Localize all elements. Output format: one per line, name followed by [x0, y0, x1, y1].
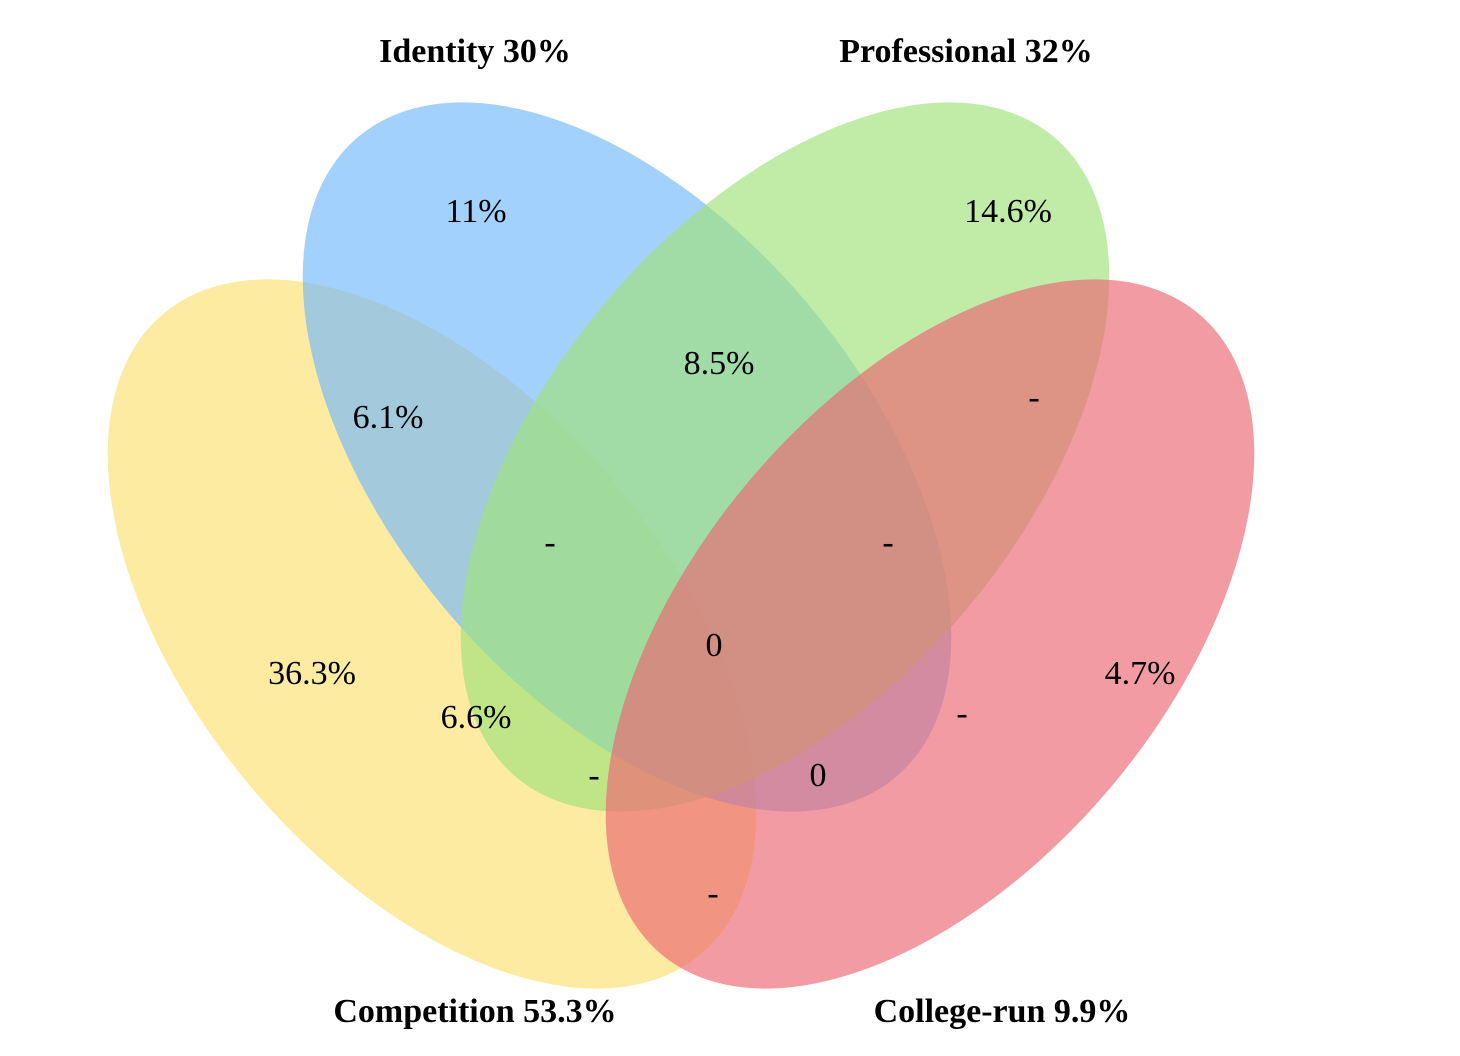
- region-identity-only: 11%: [445, 193, 506, 230]
- region-competition-professional: 6.6%: [441, 699, 512, 736]
- region-competition-identity: 6.1%: [353, 399, 424, 436]
- region-competition-identity-professional: -: [544, 524, 555, 561]
- competition-ellipse: [107, 279, 757, 989]
- region-identity-professional-college: -: [882, 524, 893, 561]
- college-set-label: College-run 9.9%: [874, 993, 1131, 1030]
- region-identity-professional: 8.5%: [684, 345, 755, 382]
- professional-set-label: Professional 32%: [839, 33, 1092, 70]
- region-college-only: 4.7%: [1105, 655, 1176, 692]
- region-competition-professional-college: -: [588, 757, 599, 794]
- competition-set-label: Competition 53.3%: [333, 993, 616, 1030]
- region-identity-college: -: [956, 695, 967, 732]
- region-competition-only: 36.3%: [268, 655, 356, 692]
- identity-set-label: Identity 30%: [379, 33, 571, 70]
- region-competition-college: -: [707, 875, 718, 912]
- region-professional-college: -: [1028, 379, 1039, 416]
- region-all-four: 0: [706, 627, 723, 664]
- region-professional-only: 14.6%: [964, 193, 1052, 230]
- region-competition-identity-college: 0: [810, 757, 827, 794]
- college-ellipse: [605, 279, 1255, 989]
